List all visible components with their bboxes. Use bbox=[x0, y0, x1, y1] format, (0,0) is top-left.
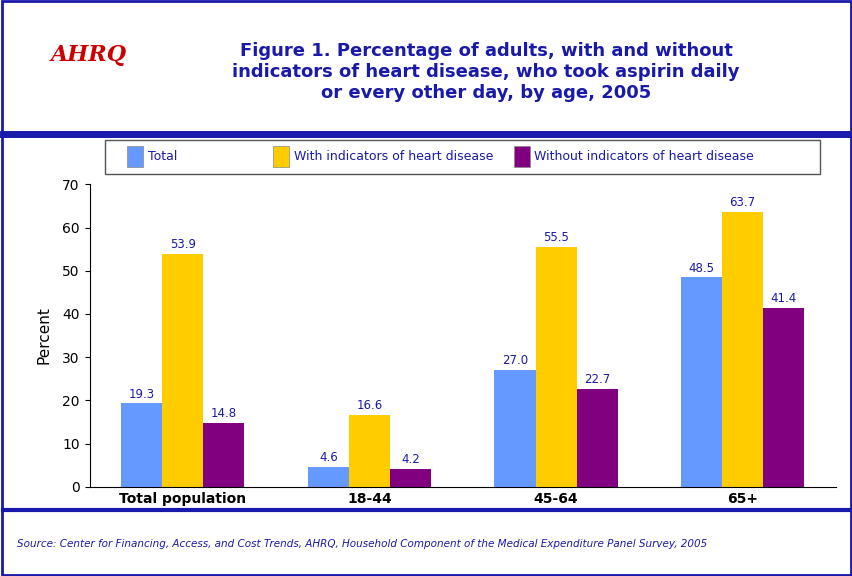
Text: 48.5: 48.5 bbox=[688, 262, 714, 275]
Text: 4.2: 4.2 bbox=[400, 453, 419, 466]
Text: Without indicators of heart disease: Without indicators of heart disease bbox=[533, 150, 753, 164]
Bar bbox=[763, 308, 803, 487]
Text: With indicators of heart disease: With indicators of heart disease bbox=[293, 150, 492, 164]
FancyBboxPatch shape bbox=[513, 146, 529, 168]
Text: 63.7: 63.7 bbox=[728, 196, 755, 209]
Bar bbox=[576, 389, 617, 487]
Text: 19.3: 19.3 bbox=[129, 388, 155, 401]
FancyBboxPatch shape bbox=[106, 140, 819, 174]
Bar bbox=[308, 467, 348, 487]
Bar bbox=[121, 403, 162, 487]
Bar bbox=[680, 277, 722, 487]
FancyBboxPatch shape bbox=[127, 146, 143, 168]
Text: 53.9: 53.9 bbox=[170, 238, 196, 251]
Text: 55.5: 55.5 bbox=[543, 232, 568, 244]
Text: 14.8: 14.8 bbox=[210, 407, 237, 420]
Bar bbox=[389, 469, 430, 487]
Text: Total: Total bbox=[147, 150, 177, 164]
Text: Figure 1. Percentage of adults, with and without
indicators of heart disease, wh: Figure 1. Percentage of adults, with and… bbox=[233, 42, 739, 102]
Text: 16.6: 16.6 bbox=[356, 399, 383, 412]
Text: AHRQ: AHRQ bbox=[51, 44, 127, 66]
Bar bbox=[535, 247, 576, 487]
FancyBboxPatch shape bbox=[273, 146, 289, 168]
Bar bbox=[203, 423, 245, 487]
Y-axis label: Percent: Percent bbox=[36, 306, 51, 365]
Text: 27.0: 27.0 bbox=[501, 354, 527, 367]
Text: Advancing
Excellence in
Health Care: Advancing Excellence in Health Care bbox=[61, 72, 117, 102]
Bar bbox=[494, 370, 535, 487]
Bar bbox=[162, 254, 203, 487]
Text: Source: Center for Financing, Access, and Cost Trends, AHRQ, Household Component: Source: Center for Financing, Access, an… bbox=[17, 539, 706, 550]
Bar bbox=[722, 211, 763, 487]
Text: 22.7: 22.7 bbox=[584, 373, 609, 386]
Bar bbox=[348, 415, 389, 487]
Text: 41.4: 41.4 bbox=[769, 292, 796, 305]
Text: 4.6: 4.6 bbox=[319, 451, 337, 464]
